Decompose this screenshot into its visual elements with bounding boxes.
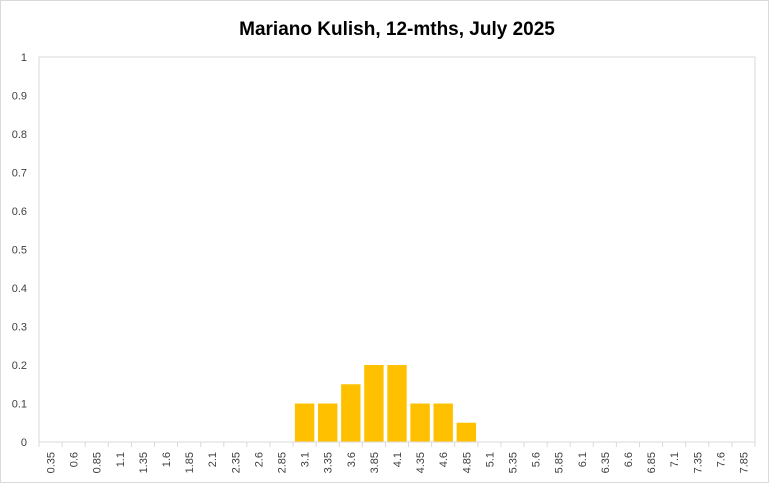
x-tick-label: 1.85 (184, 452, 196, 473)
x-tick-label: 0.6 (69, 452, 81, 467)
y-tick-label: 0.4 (12, 283, 27, 295)
x-tick-label: 1.1 (115, 452, 127, 467)
bars (294, 365, 476, 442)
x-tick-label: 7.6 (715, 452, 727, 467)
y-tick-label: 0.2 (12, 360, 27, 372)
bar (410, 403, 430, 442)
bar (294, 403, 315, 442)
x-tick-label: 6.6 (623, 452, 635, 467)
x-tick-label: 1.35 (138, 452, 150, 473)
x-tick-label: 6.35 (600, 452, 612, 473)
y-tick-label: 1 (21, 52, 27, 64)
x-tick-label: 3.35 (323, 452, 335, 473)
y-tick-label: 0.3 (12, 322, 27, 334)
x-tick-label: 6.1 (577, 452, 589, 467)
x-tick-label: 0.85 (92, 452, 104, 473)
x-tick-label: 7.85 (738, 452, 750, 473)
y-axis: 0 0.1 0.2 0.3 0.4 0.5 0.6 0.7 0.8 0.9 1 (12, 52, 27, 449)
x-tick-label: 5.35 (507, 452, 519, 473)
x-tick-label: 0.35 (46, 452, 58, 473)
bar (341, 384, 361, 442)
y-tick-label: 0.6 (12, 206, 27, 218)
bar (364, 365, 384, 442)
bar (433, 403, 453, 442)
x-tick-label: 2.35 (230, 452, 242, 473)
y-tick-label: 0.9 (12, 91, 27, 103)
x-tick-label: 5.6 (531, 452, 543, 467)
x-tick-label: 5.1 (484, 452, 496, 467)
y-tick-label: 0 (21, 437, 27, 449)
x-tick-label: 2.6 (253, 452, 265, 467)
x-tick-label: 3.6 (346, 452, 358, 467)
x-tick-label: 7.1 (669, 452, 681, 467)
x-tick-label: 2.1 (207, 452, 219, 467)
x-tick-label: 7.35 (692, 452, 704, 473)
x-tick-label: 3.85 (369, 452, 381, 473)
y-tick-label: 0.1 (12, 399, 27, 411)
x-tick-label: 1.6 (161, 452, 173, 467)
y-tick-label: 0.7 (12, 168, 27, 180)
x-axis: 0.35 0.6 0.85 1.1 1.35 1.6 1.85 2.1 2.35 2.6 2.85 3… (38, 441, 756, 473)
bar (387, 365, 407, 442)
x-tick-label: 4.6 (438, 452, 450, 467)
y-tick-label: 0.8 (12, 129, 27, 141)
bar (318, 403, 338, 442)
x-tick-label: 4.1 (392, 452, 404, 467)
chart-title: Mariano Kulish, 12-mths, July 2025 (239, 19, 555, 40)
x-tick-label: 4.85 (461, 452, 473, 473)
x-tick-label: 4.35 (415, 452, 427, 473)
x-tick-label: 5.85 (554, 452, 566, 473)
x-tick-label: 3.1 (300, 452, 312, 467)
x-tick-label: 2.85 (277, 452, 289, 473)
bar (456, 422, 476, 442)
y-tick-label: 0.5 (12, 245, 27, 257)
x-tick-label: 6.85 (646, 452, 658, 473)
